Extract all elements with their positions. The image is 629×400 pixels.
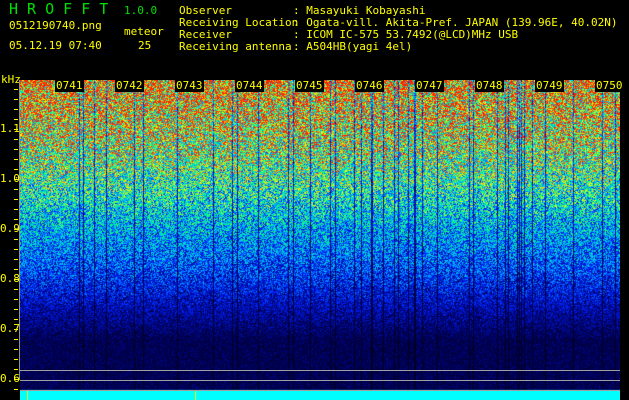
y-tick	[14, 119, 18, 120]
y-tick	[14, 289, 18, 290]
time-label: 0746	[355, 79, 384, 92]
meteor-label: meteor	[124, 25, 164, 38]
time-label: 0747	[415, 79, 444, 92]
spectrogram-canvas	[20, 80, 620, 400]
y-tick	[14, 349, 18, 350]
time-label: 0750	[595, 79, 624, 92]
info-value: : A504HB(yagi 4el)	[293, 40, 413, 53]
y-tick-label: 0.6	[0, 372, 20, 385]
y-tick	[14, 249, 18, 250]
reference-line	[20, 370, 620, 371]
y-tick	[14, 299, 18, 300]
info-value: : ICOM IC-575 53.7492(@LCD)MHz USB	[293, 28, 519, 41]
reference-line	[20, 380, 620, 381]
time-label: 0749	[535, 79, 564, 92]
y-tick-label: 0.8	[0, 272, 20, 285]
y-tick	[14, 139, 18, 140]
y-tick	[14, 369, 18, 370]
y-tick	[14, 159, 18, 160]
meteor-count: 25	[138, 39, 152, 52]
y-tick	[14, 89, 18, 90]
y-tick	[14, 109, 18, 110]
reference-line	[20, 390, 620, 391]
time-label: 0743	[175, 79, 204, 92]
y-tick	[14, 179, 18, 180]
y-tick-label: 1.0	[0, 172, 20, 185]
y-tick	[14, 319, 18, 320]
y-tick	[14, 209, 18, 210]
y-tick-label: 0.9	[0, 222, 20, 235]
y-tick	[14, 199, 18, 200]
y-tick	[14, 359, 18, 360]
y-tick	[14, 339, 18, 340]
info-label: Receiver	[179, 28, 232, 41]
info-value: : Masayuki Kobayashi	[293, 4, 426, 17]
time-label: 0741	[55, 79, 84, 92]
y-tick	[14, 229, 18, 230]
time-label: 0748	[475, 79, 504, 92]
y-tick	[14, 309, 18, 310]
y-axis-line	[19, 80, 20, 380]
y-tick	[14, 329, 18, 330]
app-title: H R O F F T	[9, 0, 109, 18]
time-label: 0744	[235, 79, 264, 92]
info-value: : Ogata-vill. Akita-Pref. JAPAN (139.96E…	[293, 16, 618, 29]
y-tick	[14, 259, 18, 260]
y-tick	[14, 379, 18, 380]
y-tick	[14, 149, 18, 150]
y-tick	[14, 219, 18, 220]
y-tick	[14, 269, 18, 270]
time-label: 0742	[115, 79, 144, 92]
info-label: Receiving antenna	[179, 40, 292, 53]
y-tick	[14, 389, 18, 390]
y-tick	[14, 239, 18, 240]
datetime: 05.12.19 07:40	[9, 39, 102, 52]
y-tick-label: 0.7	[0, 322, 20, 335]
y-tick	[14, 129, 18, 130]
info-label: Receiving Location	[179, 16, 299, 29]
y-unit-label: kHz	[1, 73, 21, 86]
y-tick	[14, 279, 18, 280]
y-tick	[14, 189, 18, 190]
file-name: 0512190740.png	[9, 19, 102, 32]
y-tick	[14, 169, 18, 170]
time-label: 0745	[295, 79, 324, 92]
y-tick	[14, 99, 18, 100]
y-tick-label: 1.1	[0, 122, 20, 135]
info-label: Observer	[179, 4, 232, 17]
app-version: 1.0.0	[124, 4, 158, 17]
